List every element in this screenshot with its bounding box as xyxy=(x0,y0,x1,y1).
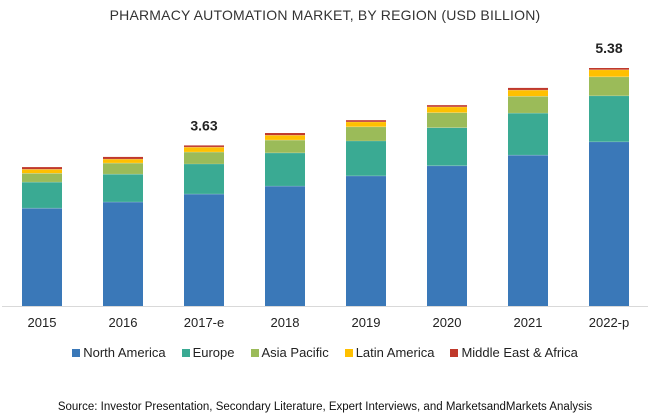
bar-segment-europe-2016 xyxy=(103,174,143,203)
x-tick-label: 2018 xyxy=(271,315,300,330)
bar-segment-latin-america-2020 xyxy=(427,106,467,113)
bar-segment-latin-america-2021 xyxy=(508,90,548,97)
bar-segment-europe-2020 xyxy=(427,127,467,166)
bar-segment-latin-america-2016 xyxy=(103,159,143,164)
bar-segment-europe-2015 xyxy=(22,182,62,209)
bar-segment-north-america-2019 xyxy=(346,175,386,306)
legend-swatch xyxy=(181,349,190,357)
bar-segment-middle-east-africa-2022-p xyxy=(589,68,629,70)
legend-swatch xyxy=(344,349,353,357)
bar-segment-latin-america-2017-e xyxy=(184,147,224,153)
bar-segment-latin-america-2015 xyxy=(22,169,62,174)
legend-item-middle-east-africa: Middle East & Africa xyxy=(450,345,578,360)
bar-segment-asia-pacific-2020 xyxy=(427,112,467,128)
bar-segment-asia-pacific-2018 xyxy=(265,140,305,153)
bar-segment-latin-america-2019 xyxy=(346,121,386,127)
bars-group xyxy=(22,68,629,306)
source-note: Source: Investor Presentation, Secondary… xyxy=(57,401,593,413)
bar-segment-north-america-2022-p xyxy=(589,141,629,306)
bar-segment-middle-east-africa-2018 xyxy=(265,133,305,136)
x-tick-label: 2022-p xyxy=(589,315,629,330)
legend: North America Europe Asia Pacific Latin Ame… xyxy=(0,345,650,360)
bar-segment-latin-america-2018 xyxy=(265,135,305,141)
x-tick-labels: 2015 2016 2017-e 2018 2019 2020 2021 2022-p xyxy=(28,315,630,330)
data-label-total: 5.38 xyxy=(595,40,622,56)
data-label-total: 3.63 xyxy=(190,117,217,133)
legend-swatch xyxy=(450,349,459,357)
bar-segment-north-america-2016 xyxy=(103,202,143,306)
bar-segment-middle-east-africa-2021 xyxy=(508,87,548,91)
bar-segment-asia-pacific-2017-e xyxy=(184,152,224,164)
legend-swatch xyxy=(250,349,259,357)
bar-segment-europe-2018 xyxy=(265,152,305,187)
bar-segment-middle-east-africa-2016 xyxy=(103,156,143,160)
data-labels: 3.63 5.38 xyxy=(190,40,622,133)
chart-title: PHARMACY AUTOMATION MARKET, BY REGION (U… xyxy=(109,7,541,23)
legend-item-asia-pacific: Asia Pacific xyxy=(250,345,329,360)
bar-segment-north-america-2017-e xyxy=(184,194,224,306)
x-tick-label: 2016 xyxy=(109,315,138,330)
legend-item-latin-america: Latin America xyxy=(344,345,435,360)
legend-label: North America xyxy=(83,345,166,360)
legend-item-europe: Europe xyxy=(181,345,235,360)
x-tick-label: 2019 xyxy=(352,315,381,330)
legend-label: Latin America xyxy=(355,345,435,360)
legend-item-north-america: North America xyxy=(72,345,166,360)
bar-segment-asia-pacific-2015 xyxy=(22,173,62,183)
bar-segment-north-america-2015 xyxy=(22,208,62,306)
bar-segment-north-america-2020 xyxy=(427,165,467,306)
bar-segment-europe-2019 xyxy=(346,140,386,176)
legend-swatch xyxy=(72,349,81,357)
bar-segment-europe-2017-e xyxy=(184,163,224,195)
legend-label: Europe xyxy=(192,345,235,360)
x-tick-label: 2017-e xyxy=(184,315,224,330)
x-tick-label: 2020 xyxy=(433,315,462,330)
bar-segment-middle-east-africa-2020 xyxy=(427,105,467,107)
bar-segment-europe-2022-p xyxy=(589,95,629,142)
bar-segment-asia-pacific-2019 xyxy=(346,126,386,141)
legend-label: Middle East & Africa xyxy=(461,345,578,360)
bar-segment-middle-east-africa-2017-e xyxy=(184,145,224,148)
bar-segment-north-america-2021 xyxy=(508,155,548,306)
bar-segment-asia-pacific-2021 xyxy=(508,96,548,114)
stacked-bar-chart: 2015 2016 2017-e 2018 2019 2020 2021 2022-p 3.6… xyxy=(2,40,648,330)
bar-segment-europe-2021 xyxy=(508,113,548,156)
bar-segment-latin-america-2022-p xyxy=(589,69,629,77)
bar-segment-middle-east-africa-2015 xyxy=(22,167,62,170)
bar-segment-middle-east-africa-2019 xyxy=(346,120,386,122)
bar-segment-north-america-2018 xyxy=(265,186,305,306)
bar-segment-asia-pacific-2016 xyxy=(103,163,143,175)
legend-label: Asia Pacific xyxy=(261,345,329,360)
x-tick-label: 2021 xyxy=(514,315,543,330)
bar-segment-asia-pacific-2022-p xyxy=(589,76,629,96)
x-tick-label: 2015 xyxy=(28,315,57,330)
